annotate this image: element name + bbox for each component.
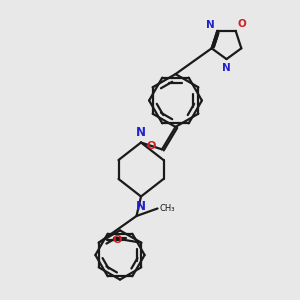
Text: O: O — [112, 235, 122, 245]
Text: CH₃: CH₃ — [159, 204, 175, 213]
Text: N: N — [222, 63, 231, 73]
Text: O: O — [147, 141, 156, 152]
Text: N: N — [136, 200, 146, 212]
Text: O: O — [238, 20, 247, 29]
Text: N: N — [206, 20, 214, 30]
Text: N: N — [136, 127, 146, 140]
